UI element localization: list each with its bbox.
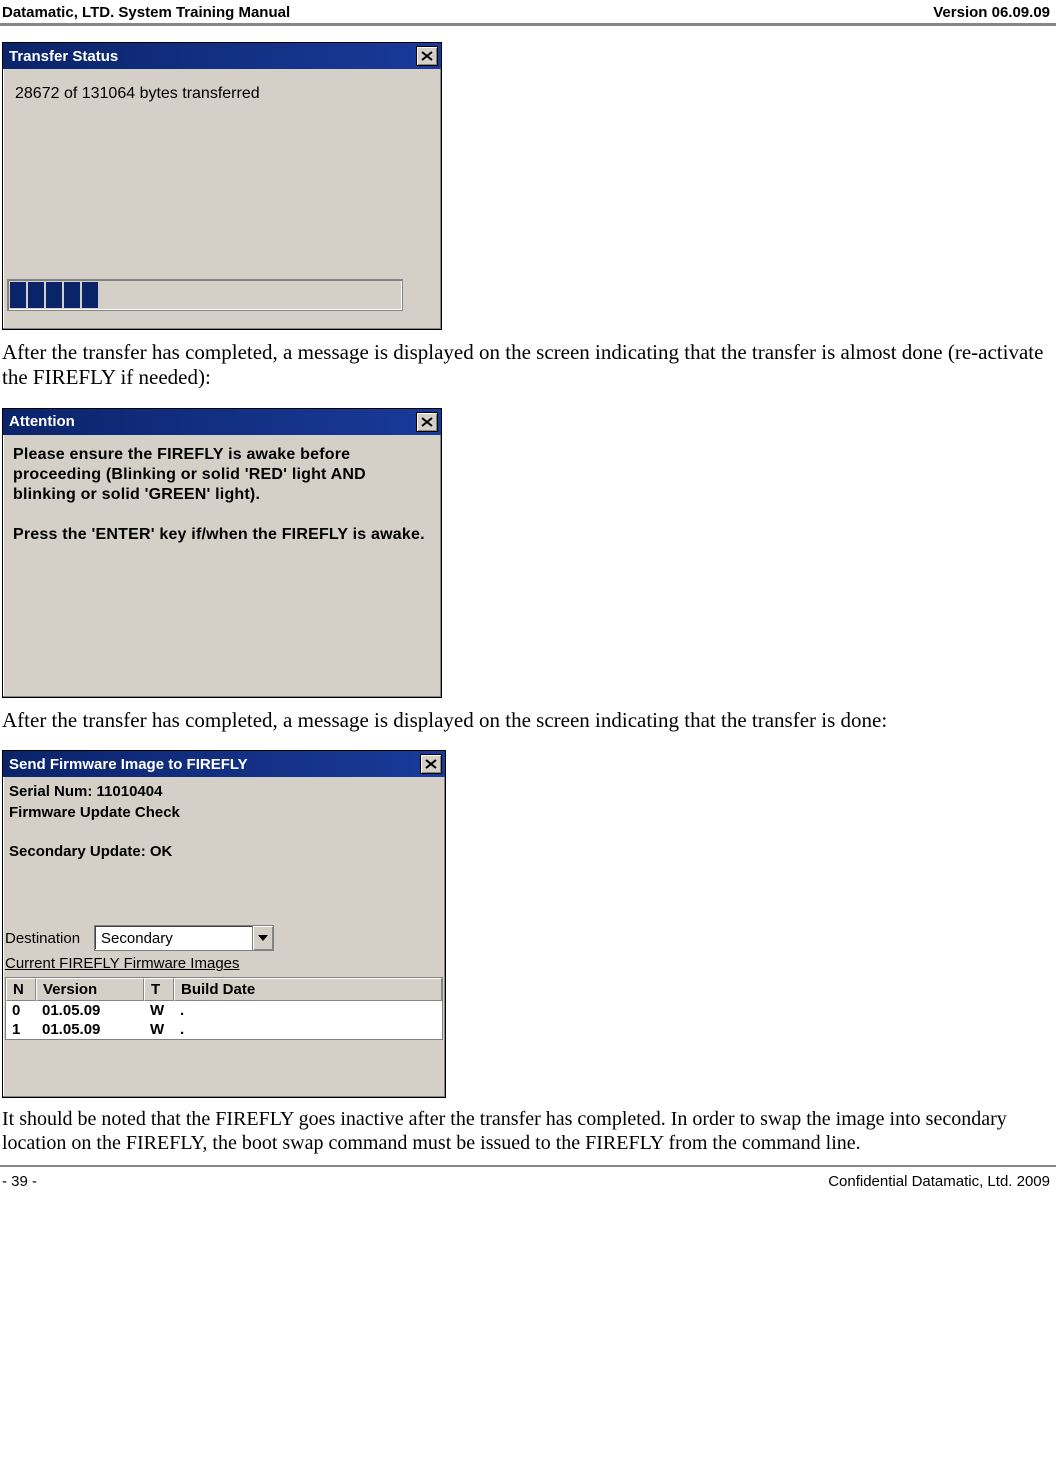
send-firmware-titlebar: Send Firmware Image to FIREFLY (3, 751, 445, 777)
progress-bar (7, 279, 403, 311)
transfer-status-title: Transfer Status (9, 48, 118, 65)
header-rule (0, 23, 1056, 26)
table-cell: W (144, 1020, 174, 1039)
serial-num-label: Serial Num: 11010404 (9, 783, 441, 802)
progress-block (64, 282, 80, 308)
firmware-table: N Version T Build Date 001.05.09W.101.05… (5, 977, 443, 1040)
send-firmware-title: Send Firmware Image to FIREFLY (9, 756, 248, 773)
table-cell: 0 (6, 1001, 36, 1020)
attention-titlebar: Attention (3, 409, 441, 435)
col-t: T (144, 978, 174, 1001)
progress-block (10, 282, 26, 308)
attention-text-2: Press the 'ENTER' key if/when the FIREFL… (13, 525, 431, 545)
col-n: N (6, 978, 36, 1001)
table-row[interactable]: 001.05.09W. (6, 1001, 442, 1020)
destination-select[interactable]: Secondary (94, 925, 274, 951)
table-cell: 1 (6, 1020, 36, 1039)
attention-text-1: Please ensure the FIREFLY is awake befor… (13, 445, 431, 505)
page-number: - 39 - (2, 1173, 37, 1190)
firmware-images-section-label: Current FIREFLY Firmware Images (5, 955, 240, 972)
table-cell: 01.05.09 (36, 1001, 144, 1020)
table-cell: . (174, 1020, 442, 1039)
destination-value: Secondary (95, 930, 252, 947)
table-row[interactable]: 101.05.09W. (6, 1020, 442, 1039)
attention-title: Attention (9, 413, 75, 430)
firmware-check-label: Firmware Update Check (9, 804, 441, 823)
close-icon[interactable] (420, 754, 442, 774)
paragraph-2: After the transfer has completed, a mess… (2, 708, 1050, 733)
attention-dialog: Attention Please ensure the FIREFLY is a… (2, 408, 442, 698)
send-firmware-dialog: Send Firmware Image to FIREFLY Serial Nu… (2, 750, 446, 1098)
footer-rule (0, 1165, 1056, 1167)
table-cell: . (174, 1001, 442, 1020)
destination-label: Destination (5, 930, 80, 947)
header-right: Version 06.09.09 (933, 4, 1050, 21)
paragraph-3: It should be noted that the FIREFLY goes… (2, 1108, 1050, 1155)
table-cell: 01.05.09 (36, 1020, 144, 1039)
progress-block (46, 282, 62, 308)
footer-copyright: Confidential Datamatic, Ltd. 2009 (828, 1173, 1050, 1190)
chevron-down-icon[interactable] (252, 926, 273, 950)
progress-block (82, 282, 98, 308)
col-build-date: Build Date (174, 978, 442, 1001)
col-version: Version (36, 978, 144, 1001)
table-cell: W (144, 1001, 174, 1020)
update-status: Secondary Update: OK (9, 843, 441, 860)
header-left: Datamatic, LTD. System Training Manual (2, 4, 290, 21)
close-icon[interactable] (416, 412, 438, 432)
transfer-status-titlebar: Transfer Status (3, 43, 441, 69)
progress-block (28, 282, 44, 308)
transfer-status-dialog: Transfer Status 28672 of 131064 bytes tr… (2, 42, 442, 330)
transfer-status-text: 28672 of 131064 bytes transferred (15, 85, 431, 103)
close-icon[interactable] (416, 46, 438, 66)
table-header: N Version T Build Date (6, 978, 442, 1001)
paragraph-1: After the transfer has completed, a mess… (2, 340, 1050, 390)
